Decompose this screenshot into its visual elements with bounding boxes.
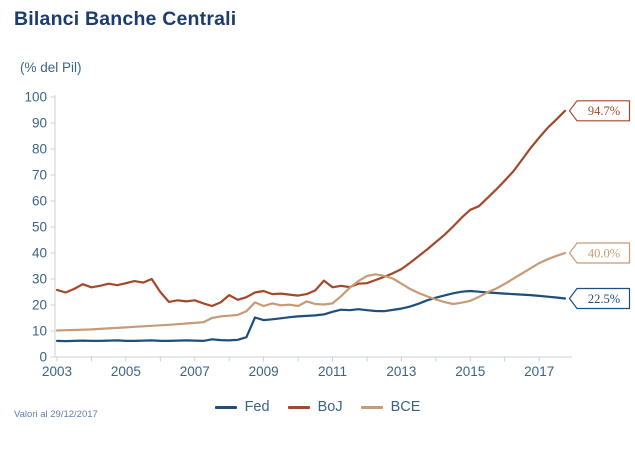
y-tick-label: 100	[24, 90, 47, 105]
callout-box-fed	[568, 287, 631, 310]
x-tick-label: 2015	[455, 364, 485, 379]
chart-legend: Fed BoJ BCE	[0, 399, 635, 415]
legend-item-fed: Fed	[214, 399, 270, 415]
x-tick-label: 2007	[180, 364, 210, 379]
y-tick-label: 70	[32, 168, 47, 183]
footnote-valuation-date: Valori al 29/12/2017	[14, 409, 98, 420]
legend-label-boj: BoJ	[317, 399, 343, 415]
y-tick-label: 90	[32, 116, 47, 131]
legend-swatch-bce	[360, 405, 383, 409]
y-axis-unit-label: (% del Pil)	[20, 60, 82, 75]
callout-box-boj	[568, 100, 631, 122]
y-tick-label: 50	[32, 220, 47, 235]
page-title: Bilanci Banche Centrali	[14, 8, 237, 30]
x-tick-label: 2003	[42, 364, 72, 379]
y-tick-label: 20	[32, 298, 47, 313]
y-tick-label: 60	[32, 194, 47, 209]
legend-item-boj: BoJ	[287, 399, 343, 415]
y-tick-label: 80	[32, 142, 47, 157]
x-tick-label: 2017	[524, 364, 554, 379]
legend-item-bce: BCE	[360, 399, 421, 415]
y-tick-label: 30	[32, 272, 47, 287]
x-tick-label: 2005	[111, 364, 141, 379]
series-line-boj	[55, 109, 567, 308]
x-tick-label: 2009	[249, 364, 279, 379]
callout-label-boj: 94.7%	[588, 104, 620, 118]
y-tick-label: 40	[32, 246, 47, 261]
y-tick-label: 0	[39, 350, 47, 365]
y-tick-label: 10	[32, 324, 47, 339]
legend-label-fed: Fed	[244, 399, 270, 415]
legend-swatch-fed	[214, 405, 237, 409]
legend-label-bce: BCE	[390, 399, 421, 415]
series-line-bce	[55, 251, 567, 332]
callout-label-bce: 40.0%	[588, 246, 620, 260]
callout-label-fed: 22.5%	[588, 292, 620, 306]
callout-box-bce	[568, 242, 631, 264]
x-tick-label: 2013	[386, 364, 416, 379]
series-line-fed	[55, 289, 567, 343]
x-tick-label: 2011	[318, 364, 347, 379]
legend-swatch-boj	[287, 405, 310, 409]
